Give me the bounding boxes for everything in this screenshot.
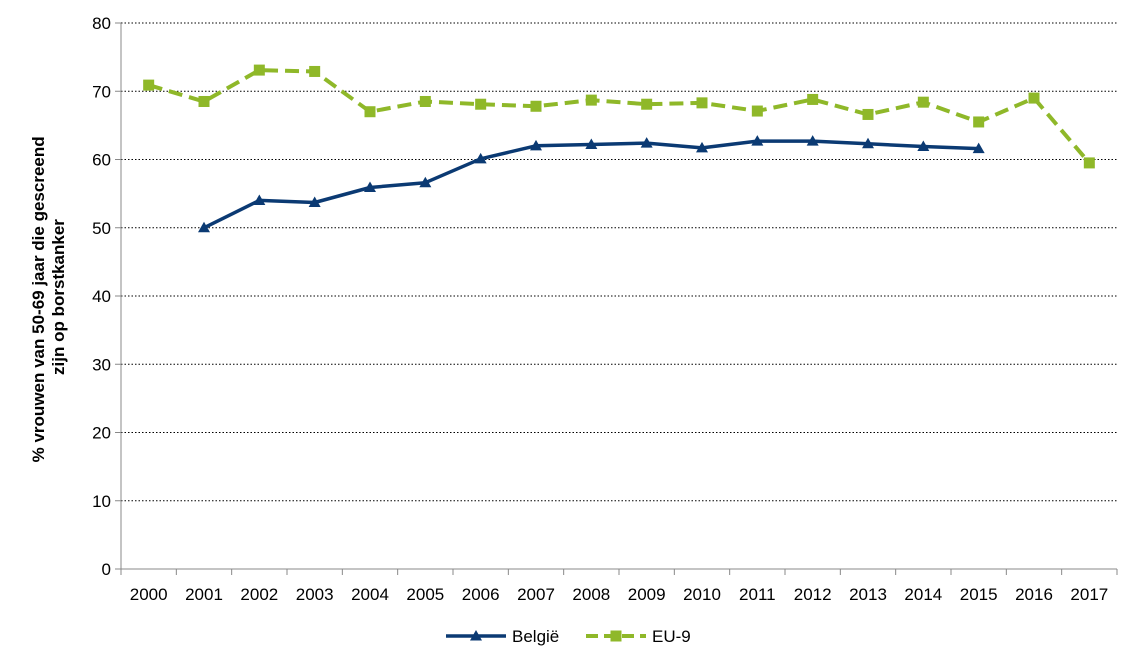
data-point — [253, 194, 266, 205]
legend-item-eu-9: EU-9 — [586, 627, 691, 646]
data-point — [253, 64, 265, 76]
data-point — [198, 95, 210, 107]
data-point — [972, 142, 985, 154]
series-line — [148, 68, 1091, 165]
y-axis-label-line-1: % vrouwen van 50-69 jaar die gescreend — [29, 136, 48, 462]
legend-label: EU-9 — [652, 627, 691, 646]
y-tick-label: 60 — [92, 151, 111, 170]
x-tick-label: 2008 — [572, 585, 610, 604]
y-tick-label: 0 — [102, 560, 111, 579]
data-point — [807, 93, 819, 105]
x-tick-label: 2003 — [296, 585, 334, 604]
gridlines — [121, 22, 1117, 502]
x-tick-label: 2001 — [185, 585, 223, 604]
x-tick-label: 2000 — [130, 585, 168, 604]
data-point — [364, 106, 376, 118]
data-point — [862, 137, 874, 149]
y-tick-label: 20 — [92, 424, 111, 443]
x-tick-label: 2004 — [351, 585, 389, 604]
data-point — [143, 79, 155, 91]
data-point — [1028, 92, 1040, 104]
data-point — [198, 221, 210, 233]
series-group — [143, 64, 1095, 233]
x-tick-label: 2005 — [406, 585, 444, 604]
data-point — [1083, 157, 1095, 169]
y-tick-label: 80 — [92, 14, 111, 33]
data-point — [530, 100, 542, 112]
x-tick-label: 2011 — [739, 585, 776, 604]
data-point — [474, 152, 487, 164]
y-axis-label: % vrouwen van 50-69 jaar die gescreend z… — [29, 132, 68, 463]
y-tick-label: 40 — [92, 287, 111, 306]
data-point — [475, 98, 487, 110]
data-point — [585, 94, 597, 106]
series-belgie — [198, 135, 985, 233]
y-tick-label: 70 — [92, 82, 111, 101]
x-tick-label: 2017 — [1070, 585, 1108, 604]
data-point — [530, 139, 542, 151]
x-tick-label: 2014 — [904, 585, 942, 604]
y-tick-labels: 0 10 20 30 40 50 60 70 80 — [92, 14, 111, 579]
data-point — [973, 116, 985, 128]
series-line — [203, 139, 979, 230]
x-tick-label: 2016 — [1015, 585, 1053, 604]
data-point — [751, 135, 764, 146]
y-axis-label-line-2: zijn op borstkanker — [49, 219, 68, 375]
x-tick-label: 2013 — [849, 585, 887, 604]
data-point — [917, 96, 929, 108]
data-point — [309, 65, 321, 77]
axes — [115, 22, 1118, 575]
legend: België EU-9 — [446, 627, 691, 646]
data-point — [308, 196, 321, 207]
legend-marker — [610, 630, 622, 642]
x-tick-label: 2012 — [794, 585, 832, 604]
data-point — [640, 137, 653, 148]
series-eu-9 — [143, 64, 1095, 169]
data-point — [696, 141, 708, 153]
legend-marker — [470, 630, 482, 641]
data-point — [806, 135, 819, 146]
data-point — [696, 97, 708, 109]
data-point — [419, 95, 431, 107]
x-tick-label: 2006 — [462, 585, 500, 604]
x-tick-label: 2015 — [960, 585, 998, 604]
x-tick-label: 2007 — [517, 585, 555, 604]
legend-item-belgie: België — [446, 627, 559, 646]
data-point — [751, 105, 763, 117]
x-tick-label: 2002 — [240, 585, 278, 604]
data-point — [917, 140, 930, 152]
x-tick-labels: 2000 2001 2002 2003 2004 2005 2006 2007 2008 2009… — [130, 585, 1108, 604]
data-point — [585, 138, 598, 149]
y-tick-label: 50 — [92, 219, 111, 238]
data-point — [419, 176, 432, 188]
y-tick-label: 10 — [92, 492, 111, 511]
legend-label: België — [512, 627, 559, 646]
y-tick-label: 30 — [92, 355, 111, 374]
data-point — [641, 98, 653, 110]
x-tick-label: 2009 — [628, 585, 666, 604]
x-tick-label: 2010 — [683, 585, 721, 604]
data-point — [862, 108, 874, 120]
data-point — [364, 181, 376, 192]
